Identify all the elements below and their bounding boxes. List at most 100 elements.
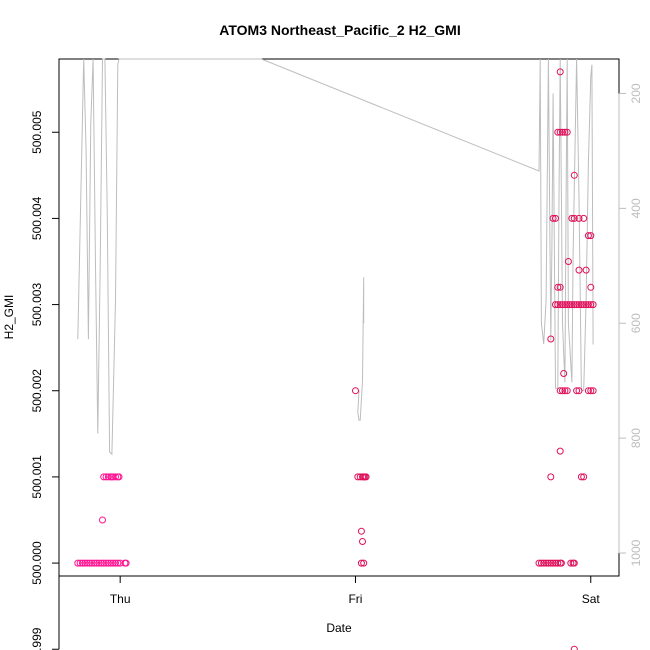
data-point: [556, 447, 564, 455]
data-point: [360, 559, 368, 567]
x-tick-label: Thu: [110, 592, 131, 606]
data-point: [575, 387, 583, 395]
data-point: [577, 473, 585, 481]
y2-tick-label: 800: [629, 428, 643, 448]
data-point: [554, 128, 562, 136]
data-point: [552, 301, 559, 309]
data-point: [584, 232, 592, 240]
data-point: [74, 559, 82, 567]
data-point: [93, 559, 101, 567]
data-point: [549, 214, 557, 222]
data-point: [556, 128, 564, 136]
data-point: [112, 473, 119, 481]
chart-title: ATOM3 Northeast_Pacific_2 H2_GMI: [219, 22, 460, 38]
data-point: [587, 301, 595, 309]
data-point: [107, 559, 115, 567]
data-point: [573, 301, 581, 309]
data-point: [90, 559, 98, 567]
data-point: [556, 68, 564, 76]
data-point: [81, 559, 89, 567]
data-point: [104, 559, 112, 567]
data-point: [570, 171, 578, 179]
data-point: [114, 559, 122, 567]
pressure-line-segment-1: [357, 277, 365, 421]
data-point: [547, 335, 555, 343]
data-point: [560, 370, 568, 377]
data-point: [587, 283, 595, 291]
y2-tick-label: 1000: [629, 539, 643, 566]
data-point: [561, 387, 569, 395]
data-point: [570, 645, 578, 650]
data-point: [547, 473, 555, 481]
x-axis: Thu Fri Sat: [110, 575, 601, 606]
data-point: [554, 301, 562, 309]
data-point: [568, 301, 576, 309]
y2-tick-label: 200: [629, 83, 643, 103]
y-axis-right: 200 400 600 800 1000: [618, 83, 643, 566]
data-point: [88, 559, 96, 567]
data-point: [559, 387, 566, 395]
data-point: [537, 559, 545, 567]
x-axis-label: Date: [326, 621, 352, 635]
data-point: [580, 301, 588, 309]
data-point: [99, 516, 106, 524]
y-tick-label: 500.004: [30, 196, 44, 240]
data-point: [580, 473, 588, 481]
data-point: [563, 301, 571, 309]
y-tick-label: 500.000: [30, 541, 44, 585]
data-point: [563, 387, 571, 395]
data-point: [577, 301, 585, 309]
data-point: [582, 266, 590, 274]
pressure-line-segment-0: [77, 58, 594, 456]
data-point: [570, 559, 578, 567]
data-point: [559, 128, 566, 136]
data-point: [580, 214, 588, 222]
data-point: [566, 301, 574, 309]
data-point: [587, 232, 595, 240]
data-point: [568, 214, 576, 222]
data-point: [552, 214, 559, 222]
data-point: [584, 387, 592, 395]
data-point: [556, 283, 564, 291]
y-tick-label: 500.001: [30, 455, 44, 499]
data-point: [95, 559, 103, 567]
data-point: [575, 301, 583, 309]
data-point: [584, 301, 592, 309]
data-point: [556, 301, 564, 309]
data-point: [570, 214, 578, 222]
data-point: [559, 301, 566, 309]
data-point: [352, 387, 359, 395]
data-point: [589, 387, 597, 395]
data-point: [547, 559, 555, 567]
data-point: [115, 473, 123, 481]
data-point: [575, 214, 583, 222]
data-point: [79, 559, 86, 567]
data-point: [556, 387, 564, 395]
data-point: [112, 559, 119, 567]
data-point: [104, 473, 112, 481]
y-axis-label: H2_GMI: [2, 295, 16, 340]
data-point: [86, 559, 94, 567]
data-point: [109, 559, 117, 567]
data-point: [561, 128, 569, 136]
y-axis-left: 499.999 500.000 500.001 500.002 500.003 500.0…: [30, 110, 60, 650]
data-point: [359, 538, 366, 545]
data-point: [102, 559, 110, 567]
x-tick-label: Sat: [582, 592, 601, 606]
data-point: [554, 559, 562, 567]
data-point: [573, 387, 581, 395]
data-points-layer: [74, 68, 597, 650]
data-point: [589, 301, 597, 309]
data-point: [535, 559, 543, 567]
y-tick-label: 499.999: [30, 627, 44, 650]
data-point: [575, 266, 583, 274]
data-point: [97, 559, 105, 567]
y-tick-label: 500.003: [30, 283, 44, 327]
data-point: [100, 473, 108, 481]
data-point: [587, 387, 595, 395]
pressure-line-layer: [77, 58, 594, 456]
data-point: [544, 559, 552, 567]
data-point: [362, 473, 370, 481]
data-point: [100, 559, 108, 567]
